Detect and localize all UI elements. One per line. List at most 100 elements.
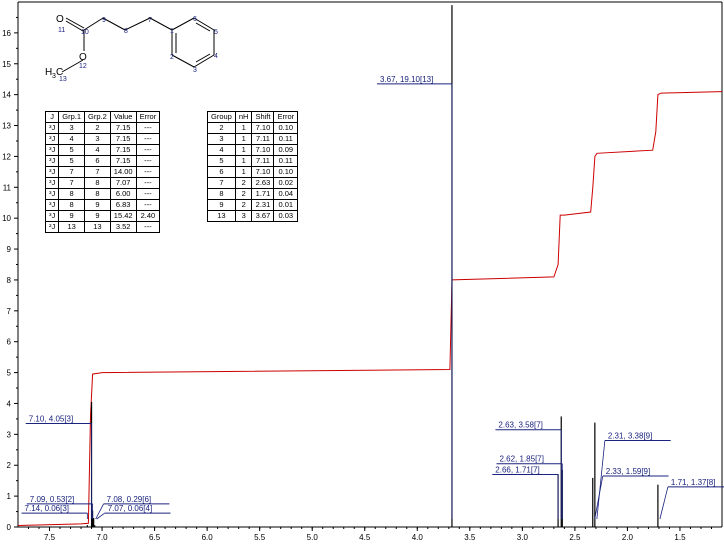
coupling-constants-table: J Grp.1 Grp.2 Value Error ³J 3 2 7.15 --- ³J 4 3 7.1… (44, 111, 161, 233)
table-cell: 0.04 (273, 188, 299, 200)
y-tick-label: 1 (7, 492, 12, 501)
table-cell: 2 (207, 122, 236, 134)
table-cell: --- (135, 144, 161, 156)
table-row: ³J 8 9 6.83 --- (44, 199, 161, 211)
carbonyl-oxygen: O (56, 14, 64, 25)
peak-label-leader (596, 440, 606, 520)
coupling-table-header: J Grp.1 Grp.2 Value Error (44, 111, 161, 123)
table-cell: ³J (44, 188, 60, 200)
x-tick-label: 3.0 (517, 533, 529, 542)
peak-label: 2.63, 3.58[7] (498, 421, 542, 430)
table-cell: ³J (44, 144, 60, 156)
peak-label: 2.31, 3.38[9] (608, 432, 652, 441)
peak-label-leader (96, 512, 105, 520)
table-cell: 1 (234, 144, 253, 156)
atom-label: 5 (214, 29, 218, 36)
x-tick-label: 4.5 (359, 533, 371, 542)
y-tick-label: 7 (7, 307, 12, 316)
atom-label: 13 (59, 76, 67, 83)
table-cell: 3.52 (109, 221, 137, 233)
table-cell: 2 (234, 177, 253, 189)
peak-label: 7.08, 0.29[6] (107, 495, 151, 504)
molecule-structure: O O H 3 C 11 10 9 8 7 1 6 5 4 3 2 12 13 (45, 14, 218, 83)
table-cell: 9 (84, 210, 111, 222)
table-cell: 7 (58, 177, 86, 189)
table-cell: 4 (84, 144, 111, 156)
table-row: 6 1 7.10 0.10 (207, 166, 299, 178)
table-cell: 6.00 (109, 188, 137, 200)
table-cell: 7.15 (109, 144, 137, 156)
table-cell: 0.09 (273, 144, 299, 156)
coupling-table-body: ³J 3 2 7.15 --- ³J 4 3 7.15 --- ³J 5 4 7.15 --- ³J 5 6 7.1… (44, 122, 161, 233)
table-cell: 7 (207, 177, 236, 189)
table-cell: 2.31 (251, 199, 275, 211)
table-cell: 0.03 (273, 210, 299, 222)
table-cell: 7.15 (109, 122, 137, 134)
table-cell: ³J (44, 177, 60, 189)
table-header-cell: Group (207, 111, 236, 123)
peak-label: 2.62, 1.85[7] (499, 455, 543, 464)
table-row: 9 2 2.31 0.01 (207, 199, 299, 211)
table-cell: ³J (44, 155, 60, 167)
peak-label: 7.09, 0.53[2] (30, 495, 74, 504)
table-cell: 8 (84, 188, 111, 200)
table-cell: 0.10 (273, 166, 299, 178)
table-cell: 9 (207, 199, 236, 211)
table-row: ³J 5 4 7.15 --- (44, 144, 161, 156)
table-row: 4 1 7.10 0.09 (207, 144, 299, 156)
y-tick-label: 0 (7, 523, 12, 532)
table-cell: 0.11 (273, 133, 299, 145)
table-cell: ³J (44, 122, 60, 134)
table-row: ³J 4 3 7.15 --- (44, 133, 161, 145)
y-tick-label: 9 (7, 245, 12, 254)
table-cell: 5 (58, 155, 86, 167)
methyl-subscript: 3 (52, 73, 56, 80)
y-tick-label: 5 (7, 369, 12, 378)
table-row: ³J 9 9 15.42 2.40 (44, 210, 161, 222)
table-header-cell: Error (135, 111, 161, 123)
table-cell: 13 (207, 210, 236, 222)
x-tick-label: 7.0 (96, 533, 108, 542)
atom-label: 1 (170, 28, 174, 35)
table-cell: 7 (84, 166, 111, 178)
table-cell: 4 (58, 133, 86, 145)
y-tick-label: 12 (2, 152, 11, 161)
table-cell: ²J (44, 221, 60, 233)
table-cell: 3 (58, 122, 86, 134)
integral-layer (17, 91, 723, 526)
table-header-cell: Value (109, 111, 137, 123)
x-tick-label: 5.5 (254, 533, 266, 542)
table-cell: 8 (207, 188, 236, 200)
table-cell: 3.67 (251, 210, 275, 222)
y-tick-label: 10 (2, 214, 11, 223)
x-tick-label: 6.0 (202, 533, 214, 542)
y-tick-label: 11 (3, 183, 12, 192)
table-cell: ³J (44, 166, 60, 178)
table-cell: 7.11 (251, 133, 275, 145)
x-tick-label: 3.5 (464, 533, 476, 542)
table-row: ³J 8 8 6.00 --- (44, 188, 161, 200)
chemical-shift-table: Group nH Shift Error 2 1 7.10 0.10 3 1 7.11 0.11 4 1… (207, 111, 299, 222)
peak-label-leader (594, 475, 604, 520)
table-header-cell: Grp.2 (84, 111, 111, 123)
y-tick-label: 13 (2, 122, 11, 131)
table-cell: 7.10 (251, 144, 275, 156)
table-cell: 8 (58, 188, 86, 200)
methyl-c: C (56, 67, 63, 78)
atom-label: 8 (124, 28, 128, 35)
y-tick-label: 4 (7, 399, 12, 408)
table-cell: 2 (234, 199, 253, 211)
table-header-cell: nH (234, 111, 253, 123)
table-cell: 0.01 (273, 199, 299, 211)
table-cell: 2.63 (251, 177, 275, 189)
table-cell: 0.11 (273, 155, 299, 167)
table-cell: 4 (207, 144, 236, 156)
y-tick-label: 6 (7, 338, 12, 347)
atom-label: 4 (214, 53, 218, 60)
peak-layer (86, 5, 659, 527)
x-tick-label: 1.5 (674, 533, 686, 542)
y-tick-label: 16 (2, 29, 11, 38)
table-row: 13 3 3.67 0.03 (207, 210, 299, 222)
atom-label: 7 (148, 17, 152, 24)
